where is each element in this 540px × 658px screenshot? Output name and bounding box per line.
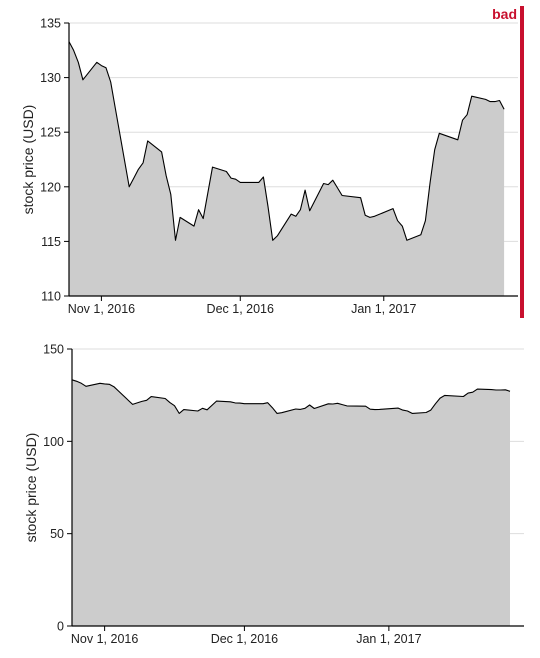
top-chart-y-tick-label: 125 (40, 126, 61, 140)
top-chart-y-tick-label: 120 (40, 180, 61, 194)
top-chart-y-tick-label: 115 (41, 235, 61, 249)
bottom-chart-y-axis-title: stock price (USD) (23, 433, 39, 543)
bottom-chart-y-tick-label: 50 (50, 527, 64, 541)
top-chart-x-tick-label: Jan 1, 2017 (351, 302, 416, 316)
top-chart-y-tick-label: 135 (40, 17, 61, 31)
bottom-chart-x-tick-label: Nov 1, 2016 (71, 632, 138, 646)
bad-bar (520, 6, 524, 318)
bottom-chart-y-ticks: 0 50 100 150 (43, 343, 72, 634)
bottom-chart-x-tick-label: Jan 1, 2017 (356, 632, 421, 646)
bottom-chart-x-ticks: Nov 1, 2016 Dec 1, 2016 Jan 1, 2017 (71, 626, 422, 646)
bottom-chart-x-tick-label: Dec 1, 2016 (211, 632, 278, 646)
bottom-chart-y-tick-label: 0 (57, 620, 64, 634)
top-chart-x-tick-label: Nov 1, 2016 (68, 302, 135, 316)
top-chart-y-ticks: 110 115 120 125 130 135 (40, 17, 69, 304)
top-chart-panel: 110 115 120 125 130 135 Nov 1, 2016 Dec 1, 201… (20, 17, 518, 316)
bad-marker: bad (492, 6, 524, 318)
bottom-chart-panel: 0 50 100 150 Nov 1, 2016 Dec 1, 2016 Jan 1, 2… (23, 343, 524, 646)
top-chart-area (69, 41, 505, 296)
top-chart-line (68, 41, 505, 241)
top-chart-y-tick-label: 130 (40, 71, 61, 85)
bottom-chart-y-tick-label: 150 (43, 343, 64, 357)
bottom-chart-line (71, 379, 511, 414)
bottom-chart-area (72, 379, 510, 626)
bad-label: bad (492, 6, 517, 22)
top-chart-x-ticks: Nov 1, 2016 Dec 1, 2016 Jan 1, 2017 (68, 296, 416, 316)
top-chart-x-tick-label: Dec 1, 2016 (207, 302, 274, 316)
top-chart-y-tick-label: 110 (41, 290, 61, 304)
top-chart-y-axis-title: stock price (USD) (20, 105, 36, 215)
bottom-chart-y-tick-label: 100 (43, 435, 64, 449)
